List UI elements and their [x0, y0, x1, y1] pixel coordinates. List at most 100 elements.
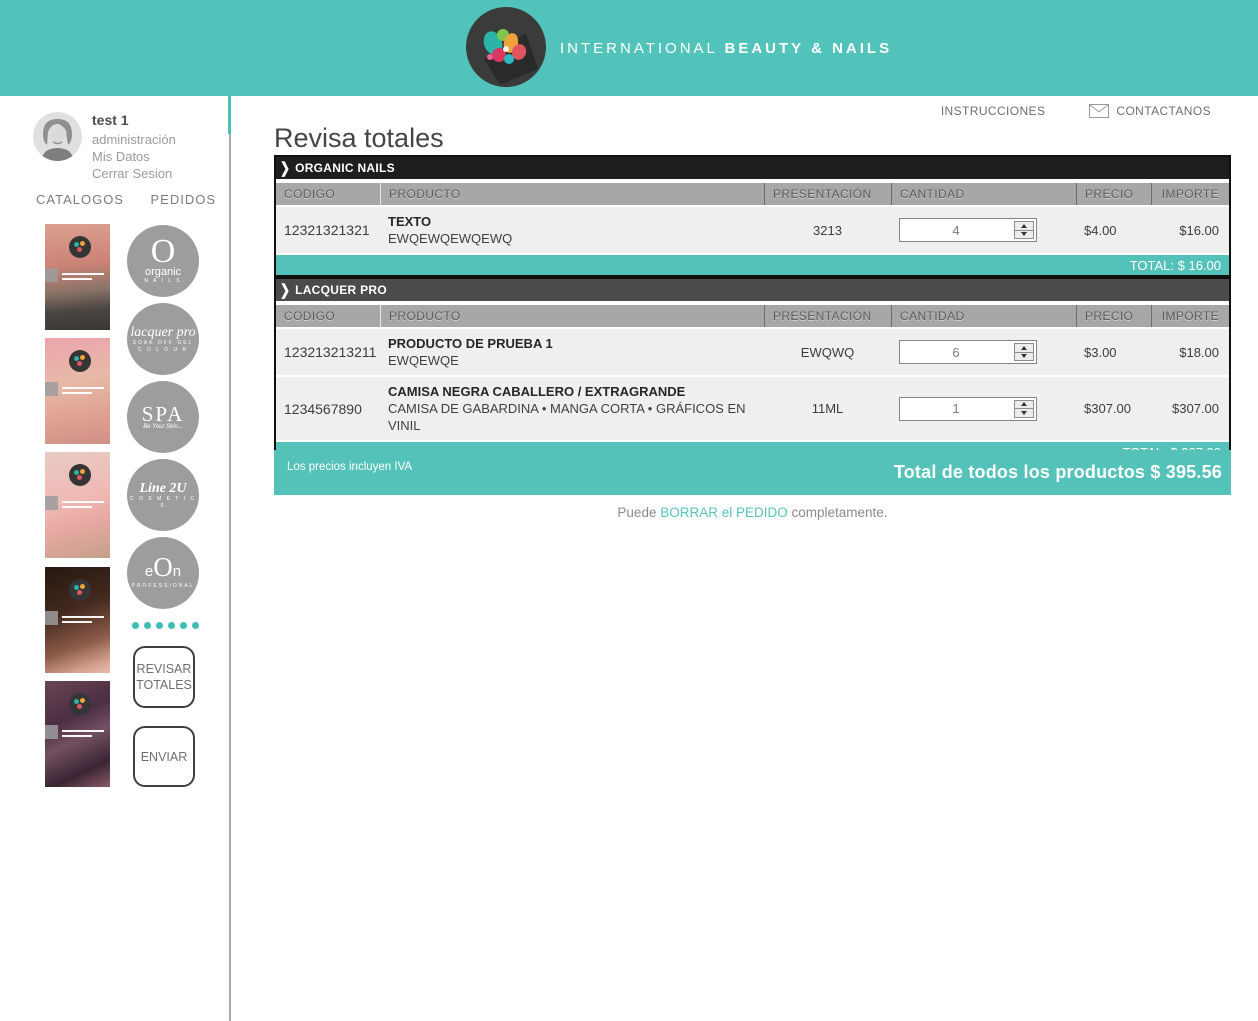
- column-header-row: CODIGO PRODUCTO PRESENTACIÓN CANTIDAD PR…: [276, 183, 1229, 205]
- quantity-input[interactable]: [900, 397, 1012, 420]
- cerrar-sesion-link[interactable]: Cerrar Sesion: [92, 166, 173, 181]
- row-codigo: 1234567890: [284, 400, 362, 417]
- thumbnail-badge: [45, 611, 58, 625]
- thumbnail-caption: [62, 392, 92, 394]
- grand-total: Total de todos los productos $ 395.56: [893, 462, 1222, 482]
- top-header: INTERNATIONAL BEAUTY & NAILS: [0, 0, 1258, 96]
- brand-logo-icon: [466, 7, 546, 87]
- sidebar-divider: [229, 96, 231, 1021]
- brand-circle-sublabel: PROFESSIONAL: [131, 583, 195, 589]
- instructions-link[interactable]: INSTRUCCIONES: [940, 104, 1046, 118]
- order-table-lacquer-pro: ❯ LACQUER PRO CODIGO PRODUCTO PRESENTACI…: [274, 277, 1231, 466]
- order-table-organic-nails: ❯ ORGANIC NAILS CODIGO PRODUCTO PRESENTA…: [274, 155, 1231, 279]
- delete-order-line: Puede BORRAR el PEDIDO completamente.: [274, 505, 1231, 520]
- table-row: 12321321321 TEXTO EWQEWQEWQEWQ 3213 $4.0…: [276, 207, 1229, 253]
- catalog-thumbnail-lacquer[interactable]: [45, 338, 110, 444]
- brand-circle-line-2u[interactable]: Line 2U C O S M E T I C S: [127, 459, 199, 531]
- sidebar-divider-accent: [228, 96, 231, 134]
- brand-circle-organic-nails[interactable]: O organic N A I L S: [127, 225, 199, 297]
- brand-circle-sublabel: C O L O U R: [137, 346, 189, 353]
- section-title: LACQUER PRO: [295, 283, 388, 297]
- enviar-button[interactable]: ENVIAR: [133, 726, 195, 787]
- quantity-input[interactable]: [900, 341, 1012, 363]
- contact-link[interactable]: CONTACTANOS: [1116, 104, 1211, 118]
- quantity-stepper: [899, 396, 1037, 421]
- quantity-input[interactable]: [900, 219, 1012, 241]
- revisar-totales-button[interactable]: REVISAR TOTALES: [133, 646, 195, 708]
- catalog-thumbnail-organic[interactable]: [45, 224, 110, 330]
- thumbnail-logo-icon: [69, 464, 91, 486]
- pager-dot[interactable]: [144, 622, 151, 629]
- brand-circle-label: lacquer pro: [130, 324, 196, 340]
- thumbnail-caption: [62, 621, 92, 623]
- avatar: [33, 112, 82, 161]
- row-precio: $307.00: [1084, 401, 1131, 416]
- row-cantidad: [891, 391, 1076, 427]
- brand-circle-sublabel: N A I L S: [144, 278, 182, 284]
- tab-catalogos[interactable]: CATALOGOS: [36, 192, 124, 207]
- pager-dot[interactable]: [168, 622, 175, 629]
- catalog-thumbnail-eon[interactable]: [45, 681, 110, 787]
- spinner-down-button[interactable]: [1015, 409, 1033, 417]
- col-cantidad: CANTIDAD: [891, 183, 1076, 205]
- row-importe: $16.00: [1179, 222, 1219, 238]
- pager-dot[interactable]: [156, 622, 163, 629]
- arrow-down-icon: [1021, 232, 1027, 237]
- sidebar-tabs: CATALOGOS PEDIDOS: [36, 192, 216, 207]
- pager-dot[interactable]: [132, 622, 139, 629]
- thumbnail-logo-icon: [69, 236, 91, 258]
- col-producto: PRODUCTO: [380, 305, 764, 327]
- producto-desc: EWQEWQEWQEWQ: [388, 231, 513, 246]
- borrar-pedido-link[interactable]: BORRAR el PEDIDO: [660, 505, 788, 520]
- pager-dot[interactable]: [192, 622, 199, 629]
- col-producto: PRODUCTO: [380, 183, 764, 205]
- producto-desc: CAMISA DE GABARDINA • MANGA CORTA • GRÁF…: [388, 401, 746, 433]
- row-codigo: 12321321321: [284, 222, 370, 238]
- thumbnail-logo-icon: [69, 579, 91, 601]
- spinner-down-button[interactable]: [1015, 352, 1033, 360]
- arrow-up-icon: [1021, 402, 1027, 407]
- table-row: 1234567890 CAMISA NEGRA CABALLERO / EXTR…: [276, 377, 1229, 440]
- brand-title: INTERNATIONAL BEAUTY & NAILS: [560, 40, 893, 57]
- pager-dot[interactable]: [180, 622, 187, 629]
- brand-circle-sublabel: Be Your Skin...: [143, 423, 183, 430]
- producto-title: TEXTO: [388, 214, 432, 229]
- delete-suffix: completamente.: [787, 505, 888, 520]
- spinner-down-button[interactable]: [1015, 230, 1033, 238]
- col-precio: PRECIO: [1076, 305, 1151, 327]
- brand-circle-label: Line 2U: [139, 480, 187, 496]
- producto-title: PRODUCTO DE PRUEBA 1: [388, 336, 553, 351]
- catalog-thumbnail-line2u[interactable]: [45, 567, 110, 673]
- spinner: [1014, 221, 1034, 239]
- thumbnail-caption: [62, 273, 104, 275]
- chevron-right-icon: ❯: [280, 281, 291, 299]
- user-name: test 1: [92, 112, 129, 128]
- arrow-up-icon: [1021, 223, 1027, 228]
- brand-circle-eon[interactable]: eOn PROFESSIONAL: [127, 537, 199, 609]
- brand-circle-sublabel: organic: [144, 266, 182, 278]
- brand-circle-label: O: [150, 233, 176, 270]
- col-cantidad: CANTIDAD: [891, 305, 1076, 327]
- brand-pager-dots: [132, 622, 199, 629]
- col-importe: IMPORTE: [1151, 183, 1227, 205]
- tab-pedidos[interactable]: PEDIDOS: [150, 192, 216, 207]
- arrow-up-icon: [1021, 345, 1027, 350]
- mis-datos-link[interactable]: Mis Datos: [92, 149, 150, 164]
- row-presentacion: EWQWQ: [800, 344, 855, 360]
- row-importe: $307.00: [1172, 401, 1219, 416]
- thumbnail-badge: [45, 496, 58, 510]
- spinner-up-button[interactable]: [1015, 222, 1033, 231]
- chevron-right-icon: ❯: [280, 159, 291, 177]
- thumbnail-logo-icon: [69, 693, 91, 715]
- spinner-up-button[interactable]: [1015, 344, 1033, 353]
- brand-circle-lacquer-pro[interactable]: lacquer pro SOAK OFF GEL C O L O U R: [127, 303, 199, 375]
- spinner-up-button[interactable]: [1015, 400, 1033, 409]
- thumbnail-caption: [62, 387, 104, 389]
- revisar-label: REVISAR: [136, 662, 192, 676]
- brand-circle-spa[interactable]: SPA Be Your Skin...: [127, 381, 199, 453]
- row-importe: $18.00: [1179, 344, 1219, 360]
- section-header-lacquer-pro[interactable]: ❯ LACQUER PRO: [276, 279, 1229, 301]
- row-producto: CAMISA NEGRA CABALLERO / EXTRAGRANDE CAM…: [380, 377, 764, 440]
- section-header-organic-nails[interactable]: ❯ ORGANIC NAILS: [276, 157, 1229, 179]
- catalog-thumbnail-spa[interactable]: [45, 452, 110, 558]
